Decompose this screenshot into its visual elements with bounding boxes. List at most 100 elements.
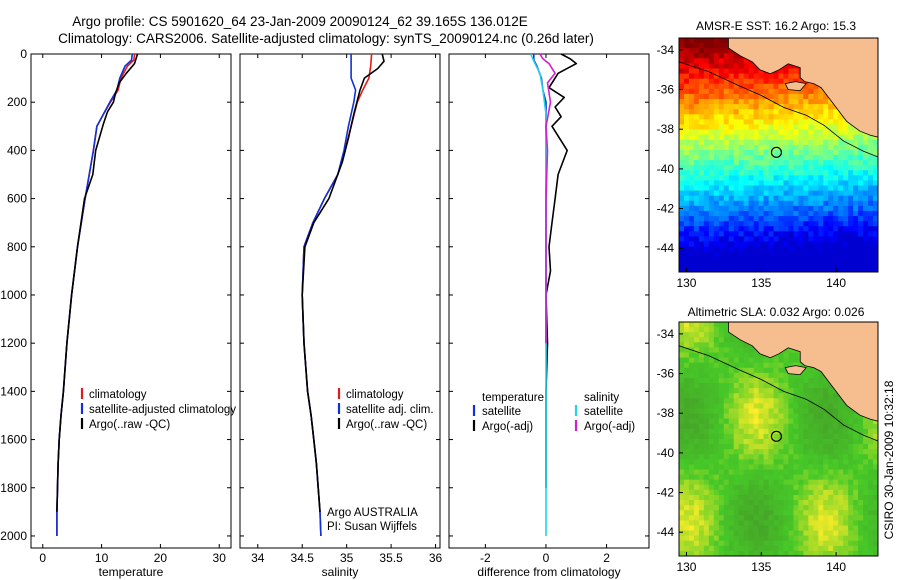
map-cell bbox=[873, 226, 878, 232]
map-cell bbox=[748, 226, 755, 232]
map-cell bbox=[773, 550, 779, 556]
map-cell bbox=[808, 185, 814, 192]
map-cell bbox=[788, 68, 794, 75]
map-cell bbox=[713, 408, 720, 414]
map-cell bbox=[793, 170, 799, 176]
map-cell bbox=[679, 231, 685, 237]
map-cell bbox=[703, 155, 710, 161]
map-cell bbox=[693, 403, 700, 409]
map-cell bbox=[813, 393, 819, 399]
map-cell bbox=[738, 474, 745, 481]
map-cell bbox=[853, 216, 859, 222]
map-cell bbox=[733, 251, 740, 258]
map-cell bbox=[758, 515, 764, 521]
map-cell bbox=[833, 256, 839, 263]
map-cell bbox=[748, 550, 755, 556]
map-cell bbox=[728, 469, 735, 476]
map-cell bbox=[813, 160, 819, 166]
map-cell bbox=[823, 149, 829, 156]
map-cell bbox=[758, 185, 764, 192]
map-cell bbox=[803, 83, 809, 90]
map-cell bbox=[738, 68, 745, 75]
map-cell bbox=[723, 545, 730, 552]
map-cell bbox=[683, 459, 690, 465]
map-cell bbox=[803, 439, 809, 445]
island bbox=[784, 365, 807, 376]
map-cell bbox=[773, 525, 779, 531]
map-cell bbox=[813, 205, 819, 212]
map-cell bbox=[723, 124, 730, 130]
map-cell bbox=[688, 104, 695, 110]
map-cell bbox=[788, 388, 794, 394]
map-cell bbox=[823, 246, 829, 253]
map-cell bbox=[718, 540, 725, 547]
map-cell bbox=[838, 449, 844, 455]
map-cell bbox=[788, 393, 794, 399]
map-cell bbox=[688, 327, 695, 333]
map-cell bbox=[723, 449, 730, 455]
map-cell bbox=[693, 180, 700, 186]
map-cell bbox=[708, 195, 715, 202]
map-cell bbox=[698, 68, 705, 75]
map-cell bbox=[768, 377, 774, 384]
map-cell bbox=[683, 129, 690, 136]
map-cell bbox=[828, 454, 834, 460]
legend-label: satellite bbox=[584, 406, 623, 418]
map-cell bbox=[803, 515, 809, 521]
map-cell bbox=[703, 231, 710, 237]
map-cell bbox=[693, 165, 700, 171]
map-cell bbox=[753, 535, 760, 542]
map-cell bbox=[693, 266, 700, 272]
map-cell bbox=[778, 500, 784, 506]
map-cell bbox=[843, 241, 849, 247]
map-cell bbox=[679, 48, 685, 54]
map-cell bbox=[728, 119, 735, 125]
map-cell bbox=[768, 251, 774, 258]
map-cell bbox=[723, 99, 730, 105]
map-cell bbox=[743, 134, 750, 141]
map-cell bbox=[778, 124, 784, 130]
map-cell bbox=[703, 464, 710, 470]
map-cell bbox=[798, 241, 804, 247]
map-cell bbox=[698, 190, 705, 197]
map-cell bbox=[778, 352, 784, 359]
map-cell bbox=[823, 231, 829, 237]
map-cell bbox=[748, 372, 755, 379]
map-cell bbox=[723, 231, 730, 237]
map-cell bbox=[703, 545, 710, 552]
map-cell bbox=[698, 510, 705, 516]
map-cell bbox=[753, 398, 760, 404]
map-cell bbox=[728, 484, 735, 491]
map-cell bbox=[708, 479, 715, 486]
map-cell bbox=[683, 78, 690, 85]
map-cell bbox=[848, 500, 854, 506]
map-cell bbox=[813, 139, 819, 146]
map-cell bbox=[843, 129, 849, 136]
map-cell bbox=[873, 266, 878, 272]
map-cell bbox=[683, 393, 690, 399]
map-cell bbox=[858, 469, 864, 476]
map-cell bbox=[833, 413, 839, 420]
map-cell bbox=[783, 88, 789, 95]
map-cell bbox=[843, 408, 849, 414]
map-cell bbox=[798, 408, 804, 414]
map-cell bbox=[708, 398, 715, 404]
map-cell bbox=[703, 439, 710, 445]
map-cell bbox=[703, 530, 710, 537]
map-cell bbox=[728, 175, 735, 181]
map-cell bbox=[793, 205, 799, 212]
map-cell bbox=[768, 520, 774, 526]
map-cell bbox=[748, 530, 755, 537]
map-cell bbox=[718, 78, 725, 85]
map-cell bbox=[808, 418, 814, 425]
map-cell bbox=[733, 88, 740, 95]
map-cell bbox=[833, 170, 839, 176]
map-cell bbox=[863, 444, 869, 450]
map-cell bbox=[808, 444, 814, 450]
map-cell bbox=[843, 170, 849, 176]
sla-map: 130 135 140-34-36-38-40-42-44 bbox=[657, 321, 879, 574]
map-cell bbox=[723, 530, 730, 537]
map-cell bbox=[733, 175, 740, 181]
map-cell bbox=[768, 205, 774, 212]
map-cell bbox=[773, 124, 779, 130]
